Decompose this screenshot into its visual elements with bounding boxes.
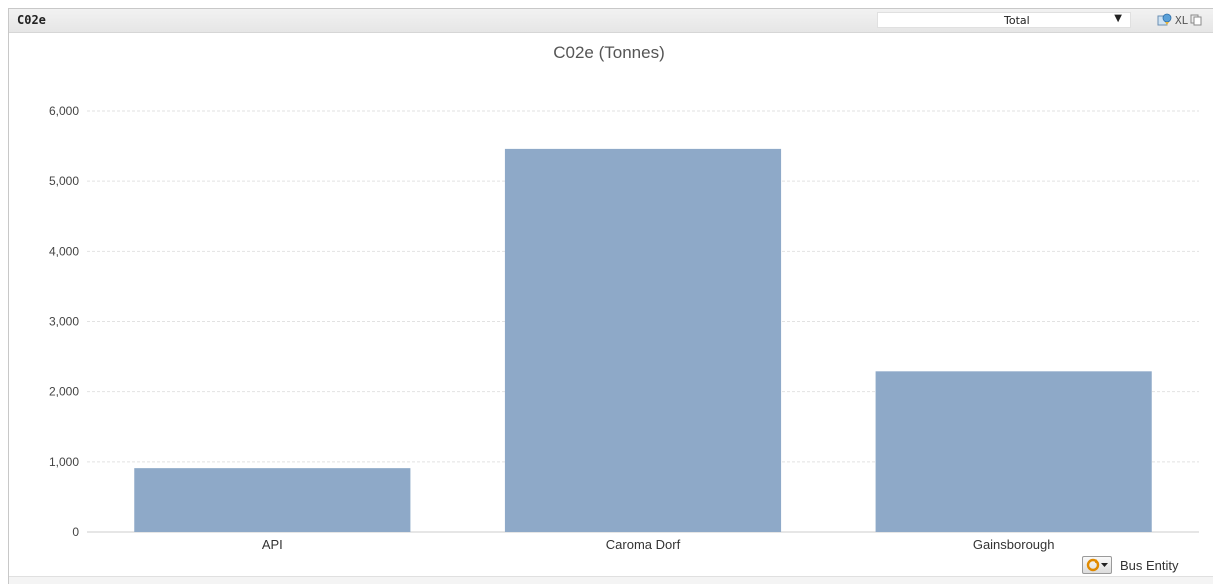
y-tick-label: 5,000: [49, 174, 79, 188]
x-tick-label: Caroma Dorf: [606, 537, 681, 552]
y-tick-label: 0: [72, 525, 79, 539]
bar-chart: C02e (Tonnes) 0 1,000 2,000 3,000 4,000 5,000…: [49, 43, 1199, 552]
object-caption-title: C02e: [17, 13, 46, 27]
y-tick-label: 6,000: [49, 104, 79, 118]
x-tick-label: API: [262, 537, 283, 552]
cycle-group-button[interactable]: [1082, 556, 1112, 574]
dropdown-arrow-icon: ▼: [1114, 13, 1122, 24]
dimension-label: Bus Entity: [1120, 557, 1179, 573]
object-caption-bar[interactable]: C02e Total ▼ XL: [9, 9, 1213, 33]
chevron-down-icon: [1101, 563, 1108, 567]
chart-object-frame: C02e Total ▼ XL C02e (Tonnes): [8, 8, 1213, 584]
bottom-border-strip: [9, 576, 1213, 584]
y-tick-label: 3,000: [49, 315, 79, 329]
total-dropdown[interactable]: Total ▼: [877, 12, 1131, 28]
x-tick-label: Gainsborough: [973, 537, 1055, 552]
bar-caroma-dorf[interactable]: [504, 148, 782, 532]
cycle-icon: [1086, 558, 1100, 572]
copy-icon[interactable]: [1190, 14, 1202, 26]
send-to-excel-icon[interactable]: [1157, 13, 1173, 27]
x-axis-ticks: API Caroma Dorf Gainsborough: [262, 537, 1055, 552]
total-dropdown-value: Total: [1004, 14, 1030, 27]
y-axis-ticks: 0 1,000 2,000 3,000 4,000 5,000 6,000: [49, 104, 79, 539]
dimension-cycle-widget[interactable]: Bus Entity: [1082, 556, 1179, 574]
bar-gainsborough[interactable]: [875, 371, 1152, 532]
caption-icons: XL: [1157, 12, 1202, 28]
y-tick-label: 1,000: [49, 455, 79, 469]
bars: [134, 148, 1152, 532]
chart-title: C02e (Tonnes): [553, 43, 665, 62]
y-tick-label: 4,000: [49, 244, 79, 258]
xl-button[interactable]: XL: [1175, 13, 1189, 27]
y-tick-label: 2,000: [49, 385, 79, 399]
bar-api[interactable]: [134, 468, 411, 532]
